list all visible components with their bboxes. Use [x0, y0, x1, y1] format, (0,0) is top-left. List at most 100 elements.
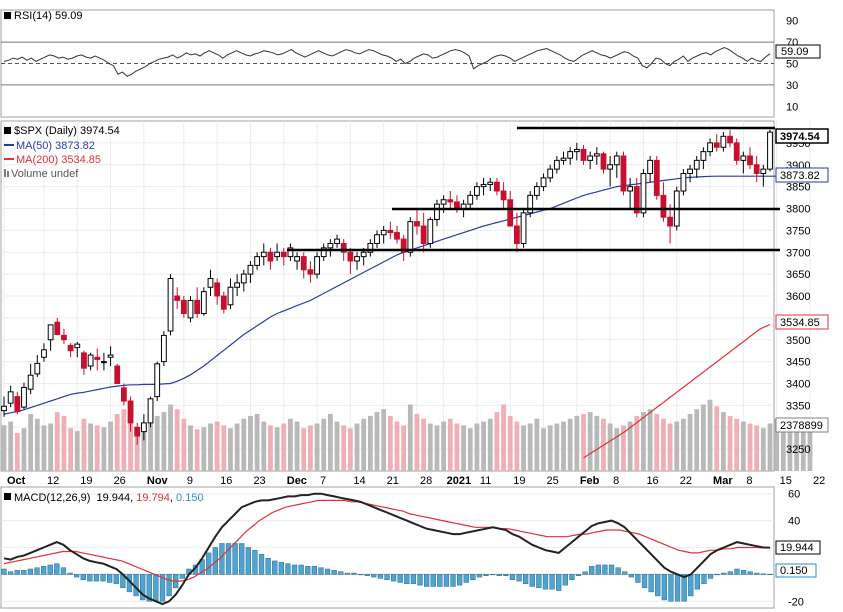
candle	[513, 212, 520, 253]
macd-hist-bar	[549, 574, 555, 590]
volume-bar	[114, 414, 120, 471]
macd-hist-bar	[721, 572, 727, 575]
macd-hist-bar	[734, 568, 740, 575]
candle	[414, 208, 420, 235]
price-panel: 3950390038503800375037003650360035503500…	[0, 120, 829, 487]
candle	[747, 147, 753, 170]
price-legend: $SPX (Daily) 3974.54 MA(50) 3873.82 MA(2…	[4, 125, 120, 180]
macd-hist-bar	[615, 567, 621, 575]
price-legend-title: $SPX (Daily) 3974.54	[14, 125, 120, 137]
volume-bar	[74, 431, 80, 471]
volume-bar	[168, 404, 173, 471]
candle	[667, 204, 673, 244]
volume-bar	[254, 414, 260, 471]
macd-hist-bar	[225, 543, 232, 575]
macd-hist-bar	[153, 574, 159, 602]
x-tick-label: Oct	[7, 475, 26, 487]
volume-bar	[401, 425, 407, 471]
x-tick-label: 2021	[447, 475, 471, 487]
candle	[107, 346, 114, 366]
macd-hist-bar	[569, 574, 575, 581]
macd-hist-bar	[681, 574, 687, 602]
candle	[613, 151, 620, 178]
candle	[207, 269, 214, 296]
volume-bar	[574, 415, 580, 471]
macd-hist-bar	[232, 543, 238, 575]
candle	[307, 261, 314, 283]
candle	[480, 177, 487, 196]
candle	[234, 274, 241, 296]
svg-text:3974.54: 3974.54	[780, 131, 821, 143]
volume-bar	[567, 418, 573, 471]
macd-hist-bar	[285, 563, 291, 575]
volume-bar	[694, 409, 700, 471]
candle	[520, 208, 527, 248]
x-tick-label: 14	[353, 475, 365, 487]
volume-bar	[101, 427, 107, 471]
macd-hist-bar	[410, 574, 417, 585]
ma200-legend: MA(200) 3534.85	[16, 154, 101, 166]
volume-bar	[627, 421, 633, 471]
price-tick-label: 3650	[786, 269, 810, 281]
price-tick-label: 3600	[786, 291, 810, 303]
macd-hist-bar	[331, 570, 337, 575]
price-tick-label: 3400	[786, 379, 810, 391]
candle	[487, 177, 494, 191]
volume-bar	[634, 415, 640, 471]
volume-bar	[641, 412, 646, 471]
macd-hist-bar	[688, 574, 694, 597]
x-tick-label: 12	[47, 475, 59, 487]
x-tick-label: 15	[780, 475, 792, 487]
candle	[567, 147, 574, 165]
macd-hist-bar	[655, 574, 661, 597]
x-tick-label: 22	[680, 475, 692, 487]
candle	[374, 230, 380, 248]
macd-hist-bar	[595, 564, 601, 575]
candle	[61, 328, 67, 345]
macd-hist-bar	[542, 574, 549, 590]
macd-hist-bar	[364, 574, 370, 576]
macd-hist-bar	[727, 571, 734, 575]
volume-bar	[288, 418, 293, 471]
macd-hist-bar	[179, 574, 185, 579]
volume-bar	[68, 428, 74, 471]
svg-text:59.09: 59.09	[781, 46, 809, 58]
macd-hist-bar	[245, 547, 251, 575]
macd-hist-bar	[338, 571, 344, 575]
candle	[647, 156, 654, 183]
volume-bar	[621, 425, 626, 471]
macd-last-label: 19.944	[775, 540, 821, 555]
macd-line	[3, 492, 771, 606]
volume-bar	[228, 428, 233, 471]
candle	[587, 151, 594, 170]
candle	[247, 261, 254, 283]
price-tick-label: 3500	[786, 335, 810, 347]
candle	[101, 352, 107, 371]
volume-bar	[527, 423, 533, 471]
macd-hist-bar	[496, 574, 502, 576]
candle	[760, 164, 767, 187]
candle	[314, 252, 320, 279]
candle	[14, 391, 21, 415]
macd-hist-bar	[318, 567, 324, 575]
volume-bar	[134, 433, 140, 471]
volume-bar	[367, 415, 373, 471]
volume-bar	[774, 418, 780, 471]
macd-hist-bar	[140, 574, 146, 601]
volume-bar	[61, 415, 67, 471]
macd-hist-bar	[740, 570, 747, 575]
macd-hist-bar	[450, 574, 456, 587]
candle	[507, 191, 514, 227]
volume-bar	[547, 425, 553, 471]
volume-bar	[747, 423, 753, 471]
macd-hist-bar	[404, 574, 410, 585]
volume-bar	[181, 418, 187, 471]
candle	[167, 274, 174, 336]
rsi-legend-text: RSI(14) 59.09	[14, 10, 82, 22]
macd-hist-bar	[463, 574, 469, 583]
macd-hist-bar	[377, 574, 384, 579]
rsi-line	[3, 46, 771, 77]
macd-hist-bar	[93, 574, 100, 582]
candle	[767, 129, 773, 172]
macd-legend: MACD(12,26,9) 19.944, 19.794, 0.150	[4, 492, 204, 504]
